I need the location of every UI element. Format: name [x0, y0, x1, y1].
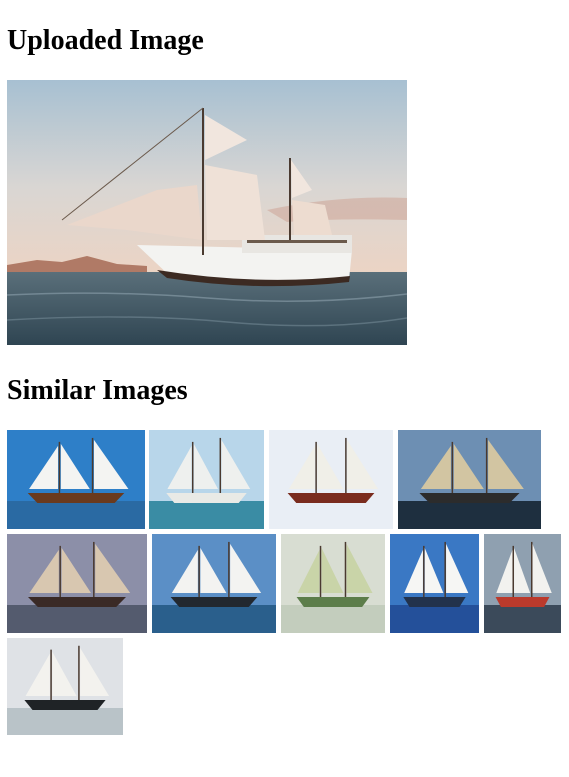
similar-image-thumbnail[interactable] [269, 430, 393, 529]
similar-image-thumbnail[interactable] [149, 430, 264, 529]
uploaded-image [7, 80, 407, 345]
similar-image-thumbnail[interactable] [7, 534, 147, 633]
similar-image-thumbnail[interactable] [484, 534, 561, 633]
similar-image-thumbnail[interactable] [281, 534, 385, 633]
uploaded-image-heading: Uploaded Image [7, 25, 204, 56]
similar-image-thumbnail[interactable] [7, 638, 123, 735]
similar-image-thumbnail[interactable] [390, 534, 479, 633]
similar-images-heading: Similar Images [7, 375, 188, 406]
similar-image-thumbnail[interactable] [7, 430, 145, 529]
similar-image-thumbnail[interactable] [398, 430, 541, 529]
similar-image-thumbnail[interactable] [152, 534, 276, 633]
